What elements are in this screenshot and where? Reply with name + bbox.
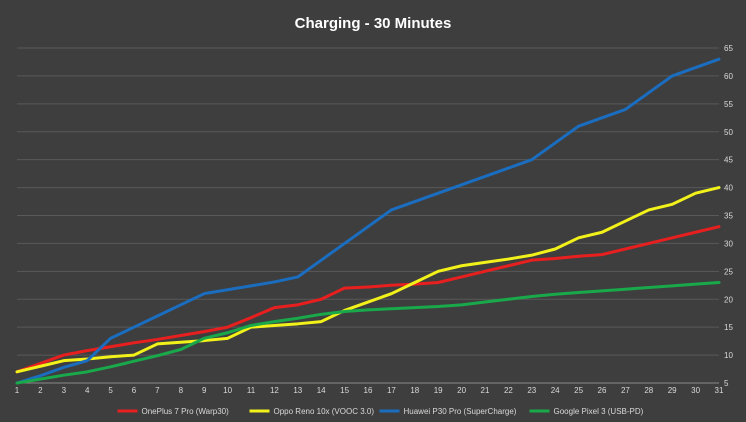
x-tick-label: 18 [410, 386, 419, 395]
x-tick-label: 10 [223, 386, 232, 395]
series-line-2 [15, 186, 721, 374]
x-tick-label: 16 [364, 386, 373, 395]
y-tick-label: 45 [724, 156, 733, 165]
legend: OnePlus 7 Pro (Warp30) Oppo Reno 10x (VOO… [117, 407, 644, 416]
y-tick-label: 10 [724, 351, 733, 360]
series-line-1 [15, 225, 721, 374]
x-tick-label: 7 [155, 386, 160, 395]
x-tick-label: 31 [715, 386, 724, 395]
series-line-4 [15, 281, 721, 385]
x-axis-ticks: 1 2 3 4 5 6 7 8 9 10 11 12 13 14 15 16 17 18 19 20 21 22 23 24 2… [15, 386, 724, 395]
x-tick-label: 8 [179, 386, 184, 395]
legend-label: OnePlus 7 Pro (Warp30) [142, 407, 230, 416]
series-lines [15, 57, 721, 385]
y-tick-label: 40 [724, 184, 733, 193]
x-tick-label: 24 [551, 386, 560, 395]
y-tick-label: 25 [724, 267, 733, 276]
chart-title: Charging - 30 Minutes [295, 15, 452, 32]
x-tick-label: 13 [293, 386, 302, 395]
x-tick-label: 27 [621, 386, 630, 395]
x-tick-label: 14 [317, 386, 326, 395]
x-tick-label: 11 [247, 386, 256, 395]
x-tick-label: 29 [668, 386, 677, 395]
y-tick-label: 15 [724, 323, 733, 332]
x-tick-label: 17 [387, 386, 396, 395]
legend-label: Oppo Reno 10x (VOOC 3.0) [274, 407, 375, 416]
y-tick-label: 60 [724, 72, 733, 81]
x-tick-label: 2 [38, 386, 43, 395]
x-tick-label: 25 [574, 386, 583, 395]
x-tick-label: 12 [270, 386, 279, 395]
y-axis-ticks: 5 10 15 20 25 30 35 40 45 50 55 60 65 [724, 44, 733, 388]
x-tick-label: 3 [62, 386, 67, 395]
y-tick-label: 65 [724, 44, 733, 53]
x-tick-label: 21 [481, 386, 490, 395]
x-tick-label: 26 [598, 386, 607, 395]
x-tick-label: 22 [504, 386, 513, 395]
y-tick-label: 20 [724, 295, 733, 304]
y-tick-label: 5 [724, 379, 729, 388]
x-tick-label: 20 [457, 386, 466, 395]
y-tick-label: 50 [724, 128, 733, 137]
x-tick-label: 6 [132, 386, 137, 395]
x-tick-label: 23 [527, 386, 536, 395]
x-tick-label: 5 [108, 386, 113, 395]
series-line-3 [15, 57, 721, 385]
legend-label: Huawei P30 Pro (SuperCharge) [404, 407, 517, 416]
x-tick-label: 1 [15, 386, 20, 395]
y-tick-label: 30 [724, 239, 733, 248]
x-tick-label: 15 [340, 386, 349, 395]
gridlines [17, 47, 719, 384]
y-tick-label: 55 [724, 100, 733, 109]
x-tick-label: 28 [644, 386, 653, 395]
y-tick-label: 35 [724, 212, 733, 221]
x-tick-label: 19 [434, 386, 443, 395]
x-tick-label: 9 [202, 386, 207, 395]
x-tick-label: 30 [691, 386, 700, 395]
x-tick-label: 4 [85, 386, 90, 395]
legend-label: Google Pixel 3 (USB-PD) [554, 407, 644, 416]
